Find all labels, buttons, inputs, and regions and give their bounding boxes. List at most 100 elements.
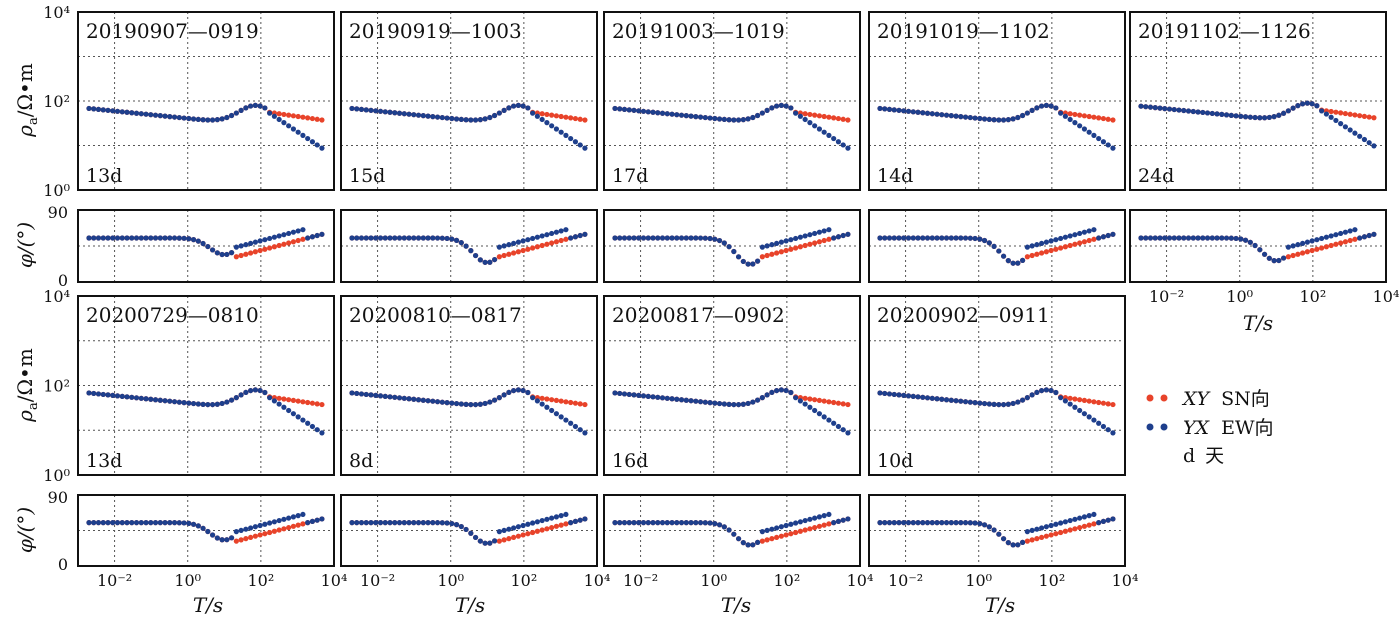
rho-yx-point xyxy=(943,397,950,403)
rho-yx-point xyxy=(143,111,149,117)
rho-yx-point xyxy=(1338,121,1344,127)
phi-yx-point xyxy=(1024,529,1030,535)
phi-yx-point xyxy=(1361,234,1368,240)
rho-yx-point xyxy=(920,110,926,116)
phi-xy-point xyxy=(1285,254,1291,260)
rho-xy-point xyxy=(1371,115,1377,121)
phi-yx-point xyxy=(1271,258,1277,264)
rho-yx-point xyxy=(1086,129,1092,135)
rho-yx-point xyxy=(539,116,545,123)
phi-yx-point xyxy=(430,235,436,241)
panel-title: 20191003—1019 xyxy=(612,19,785,43)
rho-yx-point xyxy=(195,116,201,123)
phi-yx-point xyxy=(406,235,412,241)
rho-yx-point xyxy=(1096,135,1102,142)
panel-5: 20191102—1126 24d 10⁻² 10⁰ 10² 10⁴ xyxy=(1129,11,1399,306)
rho-yx-point xyxy=(693,398,699,404)
phi-yx-point xyxy=(939,235,945,241)
rho-yx-point xyxy=(530,110,536,116)
rho-xy-point xyxy=(309,400,316,406)
legend-yx-marker xyxy=(1160,423,1168,431)
phi-xy-point xyxy=(501,252,507,259)
phi-yx-point xyxy=(1034,526,1040,532)
rho-yx-point xyxy=(262,389,268,396)
rho-yx-point xyxy=(1314,103,1320,109)
rho-yx-point xyxy=(477,401,483,407)
phi-yx-point xyxy=(430,520,436,526)
phi-yx-point xyxy=(124,520,130,526)
phi-yx-point xyxy=(539,517,545,524)
rho-yx-point xyxy=(788,105,794,111)
phi-yx-point xyxy=(458,240,464,246)
rho-yx-point xyxy=(1058,110,1064,116)
rho-yx-point xyxy=(209,401,216,408)
rho-yx-point xyxy=(572,139,579,145)
rho-yx-point xyxy=(309,423,316,430)
phi-yx-point xyxy=(1110,231,1116,237)
rho-yx-point xyxy=(645,109,651,115)
phi-yx-point xyxy=(943,520,950,526)
phi-xy-point xyxy=(797,528,803,534)
rho-xy-point xyxy=(816,113,823,119)
phi-yx-point xyxy=(248,240,254,247)
phi-yx-point xyxy=(721,240,727,246)
phi-yx-point xyxy=(415,520,422,526)
x-tick-label: 10⁰ xyxy=(965,571,992,590)
rho-xy-point xyxy=(807,111,813,118)
phi-yx-point xyxy=(290,514,297,520)
rho-yx-point xyxy=(243,105,249,111)
phi-yx-point xyxy=(1342,229,1349,235)
phi-yx-point xyxy=(707,235,713,242)
phi-yx-point xyxy=(300,511,306,518)
rho-yx-point xyxy=(617,390,623,397)
rho-xy-point xyxy=(1081,397,1088,403)
phi-xy-point xyxy=(1091,236,1097,242)
phi-yx-point xyxy=(745,542,751,548)
rho-yx-point xyxy=(1281,110,1287,116)
phi-yx-point xyxy=(1096,520,1102,526)
phi-yx-point xyxy=(1067,233,1073,239)
phi-yx-point xyxy=(105,520,111,526)
rho-yx-point xyxy=(1176,107,1182,113)
rho-yx-point xyxy=(1039,387,1045,394)
phi-yx-point xyxy=(286,230,292,237)
phi-yx-point xyxy=(354,520,360,526)
panel-2: 20190919—1003 15d xyxy=(340,11,598,283)
phi-xy-point xyxy=(812,240,818,246)
phi-yx-point xyxy=(1166,235,1173,241)
phi-yx-point xyxy=(181,520,187,526)
phi-yx-point xyxy=(243,526,249,532)
rho-xy-point xyxy=(305,115,311,121)
phi-yx-point xyxy=(1314,237,1320,243)
rho-yx-point xyxy=(901,392,907,398)
phi-yx-point xyxy=(769,242,775,248)
phi-yx-point xyxy=(759,529,765,535)
rho-yx-point xyxy=(176,114,182,121)
rho-yx-point xyxy=(1271,114,1277,120)
phi-yx-point xyxy=(1185,235,1192,241)
rho-yx-point xyxy=(252,102,258,108)
phi-yx-point xyxy=(453,237,460,243)
rho-xy-point xyxy=(295,398,301,404)
phi-yx-point xyxy=(1176,235,1182,241)
rho-yx-point xyxy=(774,387,780,394)
phi-yx-point xyxy=(621,520,628,526)
phi-yx-point xyxy=(712,236,718,242)
rho-yx-point xyxy=(953,113,959,119)
rho-ylabel-bottom: ρa/Ω•m xyxy=(13,348,41,423)
rho-yx-point xyxy=(1200,109,1206,116)
rho-yx-point xyxy=(896,107,902,113)
phi-yx-point xyxy=(1015,542,1021,548)
phi-xy-point xyxy=(826,236,832,242)
phi-xy-point xyxy=(290,239,297,245)
rho-xy-point xyxy=(1338,110,1344,116)
rho-yx-point xyxy=(996,401,1002,408)
rho-yx-point xyxy=(248,387,254,394)
rho-yx-point xyxy=(114,108,121,114)
rho-yx-point xyxy=(281,404,287,410)
phi-yx-point xyxy=(1086,228,1092,234)
phi-yx-point xyxy=(434,520,441,526)
rho-yx-point xyxy=(840,142,846,148)
phi-yx-point xyxy=(143,235,149,241)
